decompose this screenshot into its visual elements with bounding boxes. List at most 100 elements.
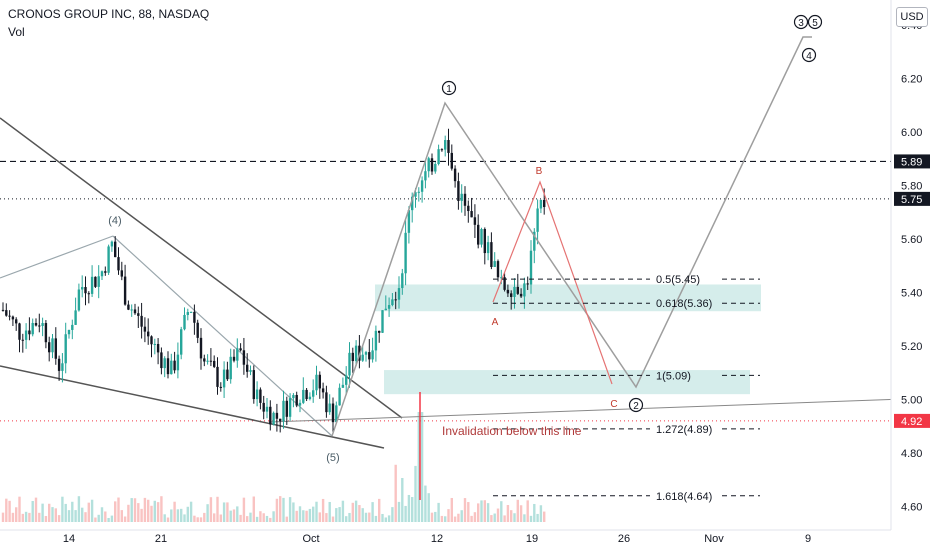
candle <box>401 273 404 289</box>
x-tick-label: 9 <box>805 533 811 545</box>
candle <box>407 210 411 233</box>
volume-bar <box>163 514 166 522</box>
candle <box>120 270 123 277</box>
volume-bar <box>81 507 84 522</box>
wave-labels: (4) (5) 1 2 3 4 5 A B C Invalidation below this li… <box>108 14 823 464</box>
candle <box>523 283 526 297</box>
volume-bar <box>54 508 57 522</box>
volume-bar <box>394 464 397 522</box>
volume-bar <box>120 510 123 522</box>
candle <box>417 191 420 193</box>
volume-bar <box>361 508 364 522</box>
candle <box>18 323 21 340</box>
volume-bar <box>272 511 275 522</box>
volume-bars <box>1 412 546 522</box>
candle <box>242 350 246 365</box>
candle <box>292 394 295 399</box>
volume-bar <box>183 514 186 522</box>
candle <box>519 293 523 297</box>
candle <box>130 309 133 311</box>
candle <box>1 309 5 311</box>
volume-bar <box>196 517 199 522</box>
volume-bar <box>519 505 523 522</box>
candle <box>503 277 506 290</box>
price-label: 5.75 <box>901 194 922 206</box>
volume-bar <box>341 500 345 522</box>
volume-bar <box>275 498 279 522</box>
volume-bar <box>180 508 183 522</box>
volume-bar <box>173 501 176 522</box>
volume-bar <box>510 510 513 522</box>
volume-bar <box>147 499 150 522</box>
volume-bar <box>292 502 295 522</box>
volume-bar <box>298 506 302 522</box>
candle <box>21 339 24 341</box>
volume-bar <box>430 512 434 522</box>
volume-bar <box>15 507 18 522</box>
volume-bar <box>156 502 160 522</box>
volume-bar <box>493 513 496 522</box>
y-tick-label: 4.60 <box>901 502 922 514</box>
volume-bar <box>84 512 87 522</box>
candle <box>249 370 252 372</box>
volume-bar <box>328 501 331 522</box>
candle <box>371 350 374 360</box>
volume-bar <box>315 501 318 522</box>
volume-bar <box>447 509 450 522</box>
volume-bar <box>219 514 222 522</box>
candle <box>81 287 84 290</box>
volume-bar <box>368 512 371 522</box>
volume-bar <box>308 508 312 522</box>
candle <box>295 394 298 406</box>
volume-bar <box>140 508 143 522</box>
x-tick-label: 12 <box>431 533 443 545</box>
volume-bar <box>222 502 226 522</box>
volume-bar <box>374 515 378 522</box>
volume-bar <box>295 510 298 522</box>
candle <box>328 403 331 413</box>
candle <box>107 246 110 273</box>
y-tick-label: 5.40 <box>901 288 922 300</box>
fib-levels: 0.5(5.45) 0.618(5.36) 1(5.09) 1.272(4.89) 1.… <box>493 274 760 503</box>
currency-button[interactable]: USD <box>896 7 928 27</box>
volume-bar <box>325 513 328 522</box>
candle <box>54 338 57 359</box>
candle <box>252 370 255 400</box>
volume-bar <box>216 496 219 522</box>
volume-bar <box>166 517 170 522</box>
volume-bar <box>381 513 384 522</box>
candle <box>222 369 226 388</box>
y-tick-label: 5.80 <box>901 181 922 193</box>
volume-bar <box>189 501 193 522</box>
volume-bar <box>282 497 285 522</box>
candle <box>394 299 397 301</box>
candle <box>140 315 143 327</box>
volume-bar <box>206 504 209 522</box>
volume-bar <box>123 516 127 522</box>
volume-bar <box>213 513 216 522</box>
candle <box>384 308 387 311</box>
candle <box>543 199 546 208</box>
volume-bar <box>483 500 486 522</box>
volume-bar <box>239 514 242 522</box>
volume-bar <box>486 503 490 522</box>
candle <box>219 386 222 388</box>
volume-bar <box>378 498 381 522</box>
y-tick-label: 5.00 <box>901 395 922 407</box>
y-tick-label: 5.60 <box>901 234 922 246</box>
wave-label-4: 4 <box>806 51 812 62</box>
volume-bar <box>38 512 41 522</box>
volume-bar <box>364 512 368 522</box>
candle <box>61 363 64 371</box>
volume-bar <box>1 512 5 522</box>
candle <box>437 149 440 165</box>
volume-bar <box>94 517 97 522</box>
candle <box>282 400 285 422</box>
volume-bar <box>117 497 120 522</box>
volume-bar <box>107 517 110 522</box>
candle <box>444 140 447 150</box>
candle <box>321 388 325 393</box>
candle <box>305 389 308 400</box>
reference-lines <box>0 160 891 422</box>
